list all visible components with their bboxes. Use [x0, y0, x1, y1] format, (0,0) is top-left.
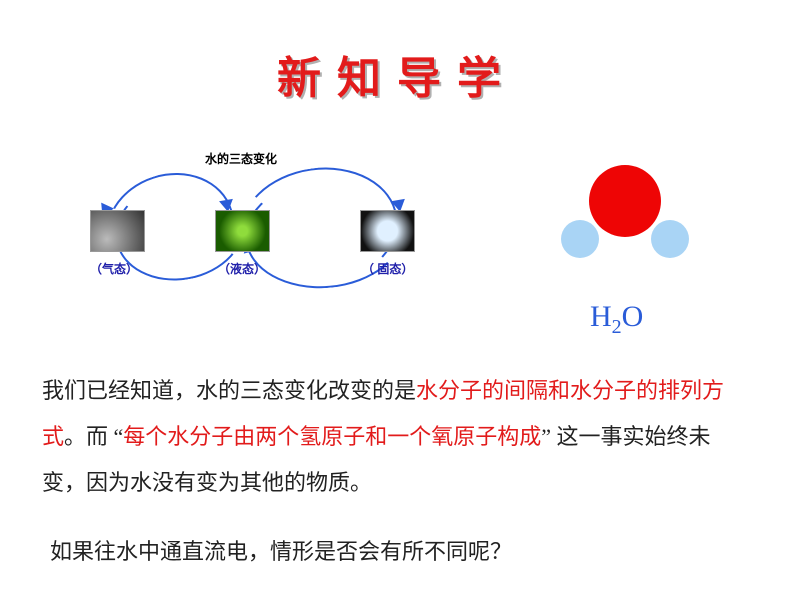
p1-seg1: 我们已经知道，水的三态变化改变的是 [42, 378, 416, 403]
paragraph-2: 如果往水中通直流电，情形是否会有所不同呢？ [50, 530, 754, 574]
three-states-diagram: 水的三态变化 （气态） （液态） （ 固态） [40, 150, 460, 330]
page-title: 新知导学 [0, 0, 794, 106]
water-molecule-diagram [555, 165, 695, 285]
hydrogen-atom-icon [651, 220, 689, 258]
state-image-liquid [215, 210, 270, 252]
p1-seg4: 每个水分子由两个氢原子和一个氧原子构成 [123, 424, 541, 449]
state-label-liquid: （液态） [218, 260, 266, 277]
diagram-caption: 水的三态变化 [205, 150, 277, 167]
formula-sub: 2 [612, 316, 622, 338]
title-text: 新知导学 [277, 42, 517, 106]
formula-o: O [622, 300, 644, 333]
state-image-gas [90, 210, 145, 252]
formula-h: H [590, 300, 612, 333]
state-image-solid [360, 210, 415, 252]
state-label-gas: （气态） [90, 260, 138, 277]
p1-seg3: 。而 “ [64, 424, 123, 449]
water-formula: H2O [590, 300, 643, 339]
p2-seg1: 如果往水中通直流电，情形是否会有所不同呢？ [50, 539, 512, 564]
oxygen-atom-icon [589, 165, 661, 237]
hydrogen-atom-icon [561, 220, 599, 258]
paragraph-1: 我们已经知道，水的三态变化改变的是水分子的间隔和水分子的排列方式。而 “每个水分… [42, 368, 754, 507]
state-label-solid: （ 固态） [362, 260, 413, 277]
